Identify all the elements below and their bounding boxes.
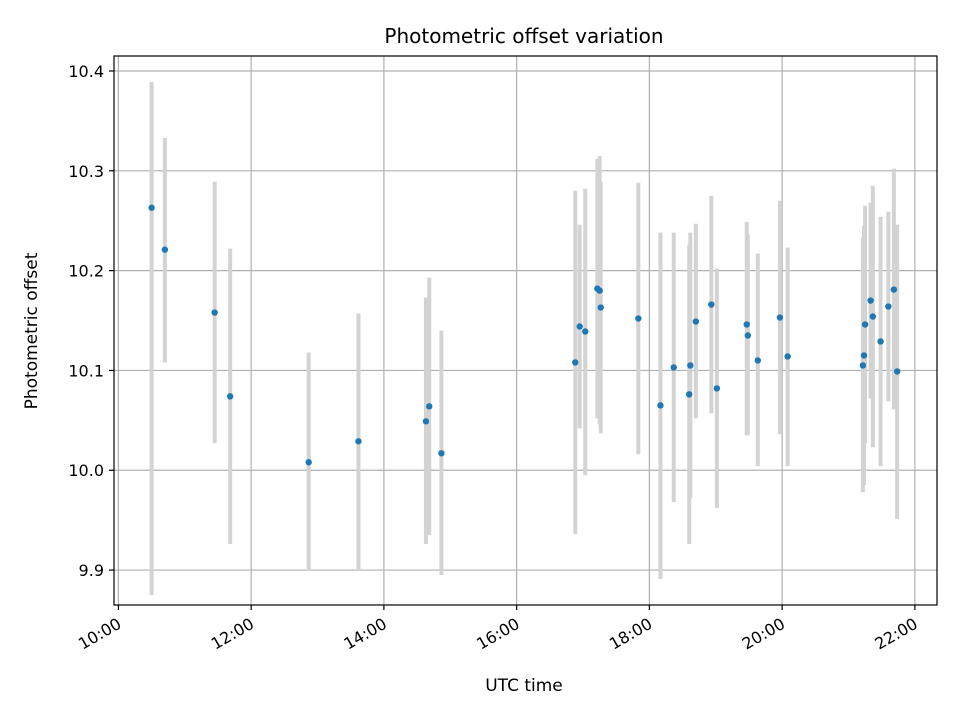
y-tick-label: 10.4 <box>68 62 104 81</box>
data-point <box>597 304 604 311</box>
data-point <box>576 323 583 330</box>
data-point <box>859 362 867 369</box>
data-point <box>776 314 784 321</box>
data-point <box>861 321 869 328</box>
data-point <box>572 359 579 366</box>
data-point <box>877 338 884 345</box>
data-point <box>890 286 898 293</box>
data-point <box>596 287 603 294</box>
plot-area-frame <box>113 55 938 606</box>
y-tick-label: 9.9 <box>79 561 104 580</box>
data-point <box>885 303 892 310</box>
data-point <box>784 353 791 360</box>
data-point <box>713 385 721 392</box>
data-point <box>670 364 677 371</box>
data-point <box>422 418 430 425</box>
data-point <box>211 309 218 316</box>
y-tick-label: 10.2 <box>68 262 104 281</box>
data-point <box>686 391 693 398</box>
data-point <box>305 459 312 466</box>
data-point <box>582 328 589 335</box>
data-point <box>355 438 362 445</box>
data-point <box>687 362 694 369</box>
data-point <box>869 313 877 320</box>
data-point <box>708 301 715 308</box>
data-point <box>635 315 642 322</box>
y-tick-label: 10.1 <box>68 361 104 380</box>
data-point <box>426 403 433 410</box>
data-point <box>226 393 234 400</box>
y-axis-title: Photometric offset <box>22 252 42 409</box>
data-point <box>754 357 761 364</box>
data-point <box>743 321 750 328</box>
data-point <box>893 368 901 375</box>
chart-title: Photometric offset variation <box>384 24 663 48</box>
data-point <box>860 352 868 359</box>
y-axis: 9.9 10.0 10.1 10.2 10.3 10.4 <box>68 62 114 580</box>
data-points <box>148 204 901 466</box>
data-point <box>867 297 874 304</box>
data-point <box>438 450 445 457</box>
data-point <box>744 332 752 339</box>
data-point <box>657 402 664 409</box>
x-axis-title: UTC time <box>485 676 563 696</box>
data-point <box>161 246 169 253</box>
data-point <box>692 318 700 325</box>
y-tick-label: 10.0 <box>68 461 104 480</box>
y-tick-label: 10.3 <box>68 162 104 181</box>
grid <box>114 56 937 605</box>
data-point <box>148 204 155 211</box>
